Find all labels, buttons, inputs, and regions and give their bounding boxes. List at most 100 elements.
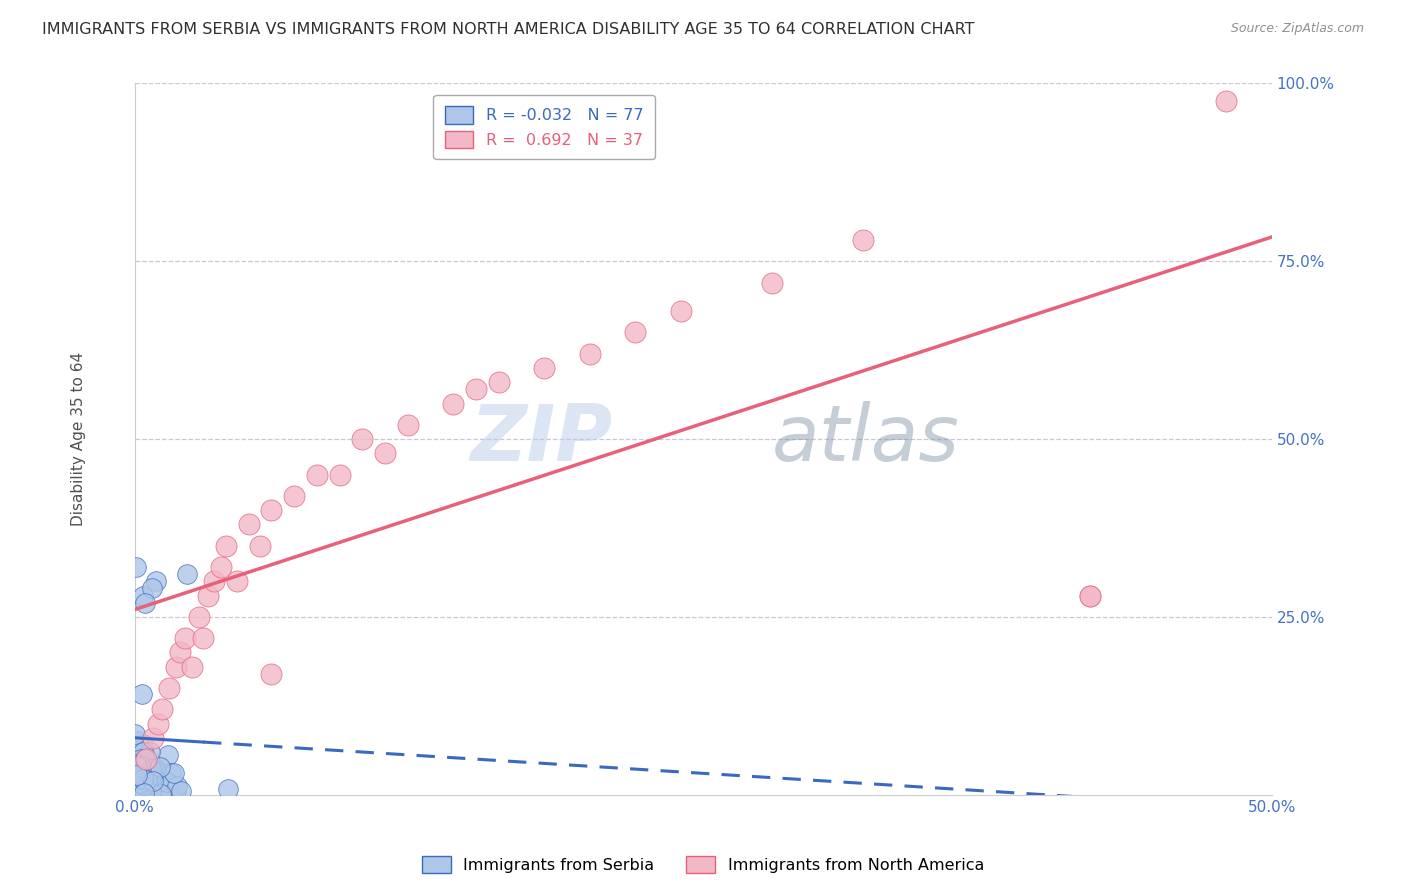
Point — [141, 582, 163, 596]
Point — [139, 745, 162, 759]
Point — [624, 326, 647, 340]
Point — [166, 779, 188, 793]
Point — [149, 788, 172, 802]
Point — [125, 777, 148, 791]
Point — [131, 783, 153, 797]
Point — [128, 780, 150, 794]
Point — [328, 467, 350, 482]
Point — [156, 775, 179, 789]
Point — [283, 489, 305, 503]
Point — [134, 762, 156, 776]
Point — [176, 567, 198, 582]
Point — [125, 765, 148, 780]
Point — [209, 560, 232, 574]
Point — [150, 702, 173, 716]
Point — [149, 772, 172, 787]
Point — [138, 782, 160, 797]
Point — [156, 781, 179, 796]
Point — [127, 764, 149, 778]
Text: IMMIGRANTS FROM SERBIA VS IMMIGRANTS FROM NORTH AMERICA DISABILITY AGE 35 TO 64 : IMMIGRANTS FROM SERBIA VS IMMIGRANTS FRO… — [42, 22, 974, 37]
Point — [128, 776, 150, 790]
Point — [249, 539, 271, 553]
Point — [260, 503, 283, 517]
Point — [125, 748, 148, 763]
Point — [180, 659, 202, 673]
Point — [128, 757, 150, 772]
Point — [136, 772, 159, 787]
Point — [142, 769, 165, 783]
Point — [135, 752, 157, 766]
Point — [127, 787, 149, 801]
Point — [187, 610, 209, 624]
Point — [134, 756, 156, 770]
Point — [226, 574, 249, 589]
Point — [160, 766, 183, 780]
Point — [305, 467, 328, 482]
Point — [128, 772, 150, 787]
Point — [352, 432, 374, 446]
Point — [238, 517, 260, 532]
Point — [138, 775, 160, 789]
Point — [163, 765, 186, 780]
Point — [142, 768, 165, 782]
Point — [145, 574, 167, 589]
Point — [124, 770, 146, 784]
Point — [215, 539, 238, 553]
Point — [260, 666, 283, 681]
Point — [132, 589, 155, 603]
Point — [125, 758, 148, 772]
Point — [134, 780, 156, 795]
Point — [125, 768, 148, 782]
Point — [851, 233, 873, 247]
Point — [165, 784, 187, 798]
Point — [128, 753, 150, 767]
Point — [132, 781, 155, 796]
Point — [169, 784, 191, 798]
Point — [465, 382, 488, 396]
Point — [441, 396, 464, 410]
Point — [132, 772, 155, 786]
Point — [134, 596, 156, 610]
Point — [143, 764, 166, 778]
Point — [761, 276, 783, 290]
Y-axis label: Disability Age 35 to 64: Disability Age 35 to 64 — [72, 352, 86, 526]
Point — [142, 731, 165, 745]
Point — [169, 645, 191, 659]
Point — [157, 681, 180, 695]
Point — [204, 574, 226, 589]
Point — [127, 778, 149, 792]
Text: ZIP: ZIP — [470, 401, 613, 477]
Point — [131, 785, 153, 799]
Point — [134, 752, 156, 766]
Point — [132, 786, 155, 800]
Point — [132, 752, 155, 766]
Point — [132, 746, 155, 760]
Point — [142, 773, 165, 788]
Point — [124, 768, 146, 782]
Point — [128, 752, 150, 766]
Point — [141, 767, 163, 781]
Point — [488, 375, 510, 389]
Point — [533, 360, 555, 375]
Point — [135, 769, 157, 783]
Point — [132, 778, 155, 792]
Point — [129, 752, 152, 766]
Point — [125, 560, 148, 574]
Point — [165, 659, 187, 673]
Text: atlas: atlas — [772, 401, 959, 477]
Point — [139, 784, 162, 798]
Point — [197, 589, 219, 603]
Point — [124, 726, 146, 740]
Point — [131, 781, 153, 796]
Point — [146, 766, 169, 780]
Point — [131, 687, 153, 701]
Point — [156, 747, 179, 762]
Point — [1215, 94, 1237, 108]
Point — [217, 781, 239, 796]
Point — [125, 757, 148, 772]
Point — [139, 762, 162, 776]
Point — [374, 446, 396, 460]
Point — [173, 631, 195, 645]
Text: Source: ZipAtlas.com: Source: ZipAtlas.com — [1230, 22, 1364, 36]
Point — [129, 781, 152, 796]
